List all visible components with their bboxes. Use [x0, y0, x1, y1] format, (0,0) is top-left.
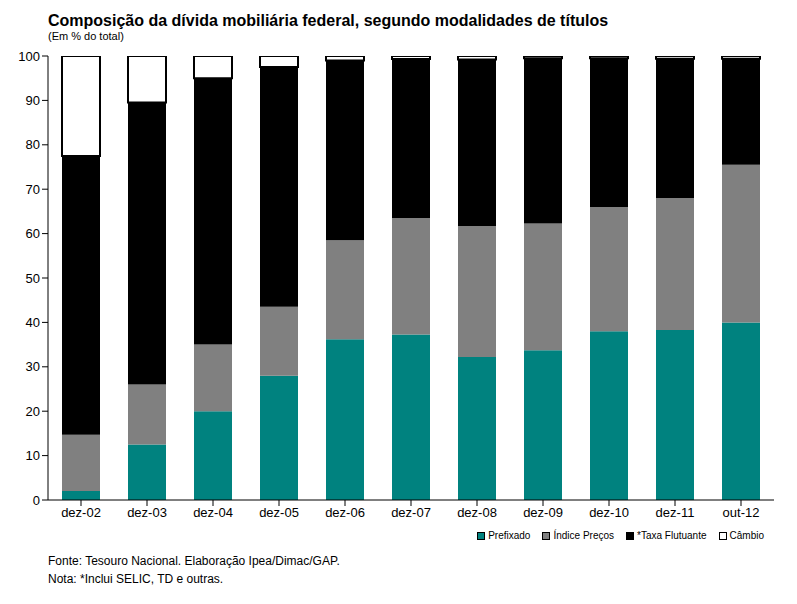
svg-text:10: 10 — [26, 448, 40, 463]
svg-text:dez-11: dez-11 — [656, 505, 695, 520]
svg-text:20: 20 — [26, 404, 40, 419]
html-text:(Em % do total): (Em % do total) — [48, 30, 124, 42]
svg-text:70: 70 — [26, 182, 40, 197]
svg-text:dez-08: dez-08 — [457, 505, 497, 520]
svg-text:out-12: out-12 — [723, 505, 760, 520]
svg-text:dez-06: dez-06 — [325, 505, 365, 520]
svg-text:80: 80 — [26, 137, 40, 152]
svg-text:0: 0 — [33, 493, 40, 508]
svg-text:40: 40 — [26, 315, 40, 330]
svg-text:60: 60 — [26, 226, 40, 241]
html-text:*Taxa Flutuante: *Taxa Flutuante — [637, 530, 707, 541]
html-text:Nota: *Inclui SELIC, TD e outr: Nota: *Inclui SELIC, TD e outras. — [48, 572, 224, 586]
html-text:Composição da dívida mobiliári: Composição da dívida mobiliária federal,… — [48, 12, 609, 29]
svg-text:100: 100 — [18, 49, 40, 64]
svg-text:dez-10: dez-10 — [589, 505, 629, 520]
svg-text:30: 30 — [26, 359, 40, 374]
svg-text:50: 50 — [26, 271, 40, 286]
html-text:Câmbio: Câmbio — [729, 530, 764, 541]
svg-text:dez-03: dez-03 — [127, 505, 167, 520]
html-text:Prefixado: Prefixado — [488, 530, 531, 541]
svg-text:dez-05: dez-05 — [259, 505, 299, 520]
svg-text:dez-07: dez-07 — [391, 505, 431, 520]
svg-text:90: 90 — [26, 93, 40, 108]
html-text:Índice Preços: Índice Preços — [553, 530, 614, 541]
svg-text:dez-09: dez-09 — [523, 505, 563, 520]
svg-text:dez-02: dez-02 — [61, 505, 101, 520]
html-text:Fonte: Tesouro Nacional. Elabo: Fonte: Tesouro Nacional. Elaboração Ipea… — [48, 554, 340, 568]
svg-text:dez-04: dez-04 — [193, 505, 233, 520]
